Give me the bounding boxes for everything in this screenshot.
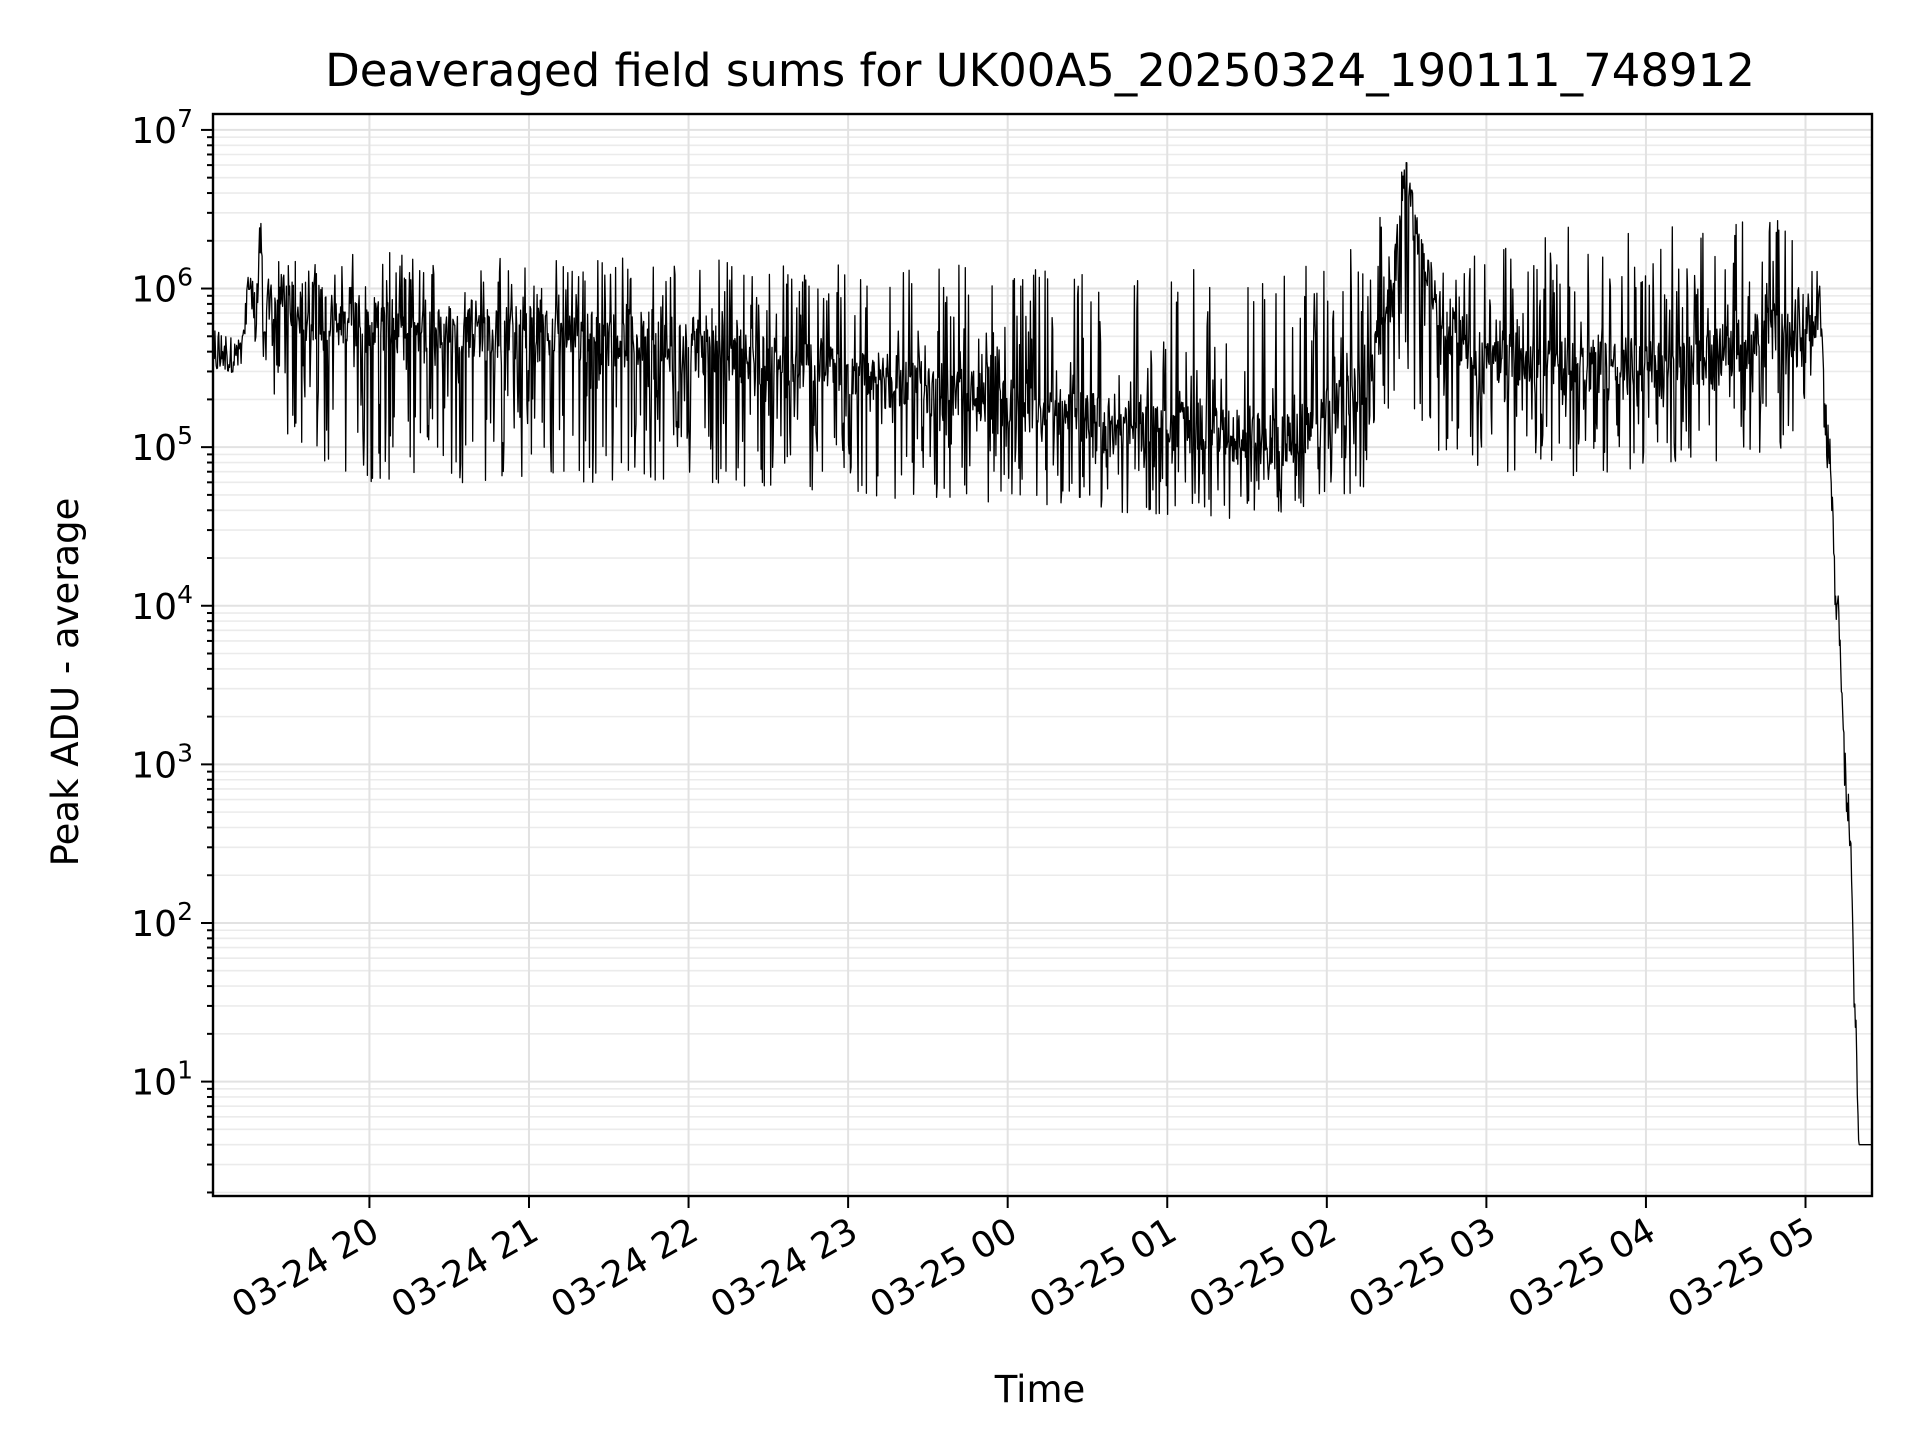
y-tick-label: 104 [131,580,193,628]
y-tick-exponent: 5 [177,421,193,450]
series-line [212,161,1873,1146]
y-tick-base: 10 [131,111,177,152]
y-tick-exponent: 7 [177,104,193,133]
y-tick-base: 10 [131,1063,177,1104]
y-tick-label: 103 [131,738,193,786]
y-tick-base: 10 [131,428,177,469]
y-tick-base: 10 [131,270,177,311]
y-axis-label: Peak ADU - average [44,498,87,867]
y-tick-exponent: 1 [177,1056,193,1085]
data-series [212,161,1873,1146]
y-tick-label: 106 [131,263,193,311]
y-tick-exponent: 3 [177,738,193,767]
y-tick-label: 107 [131,104,193,152]
y-tick-exponent: 4 [177,580,193,609]
grid [213,114,1872,1196]
plot-frame [211,112,1874,1198]
x-axis-label: Time [994,1368,1086,1411]
y-tick-label: 102 [131,897,193,945]
y-tick-label: 101 [131,1056,193,1104]
y-tick-base: 10 [131,587,177,628]
y-tick-exponent: 6 [177,263,193,292]
y-tick-exponent: 2 [177,897,193,926]
y-tick-base: 10 [131,904,177,945]
y-tick-label: 105 [131,421,193,469]
chart-title: Deaveraged field sums for UK00A5_2025032… [325,44,1755,97]
y-tick-base: 10 [131,745,177,786]
